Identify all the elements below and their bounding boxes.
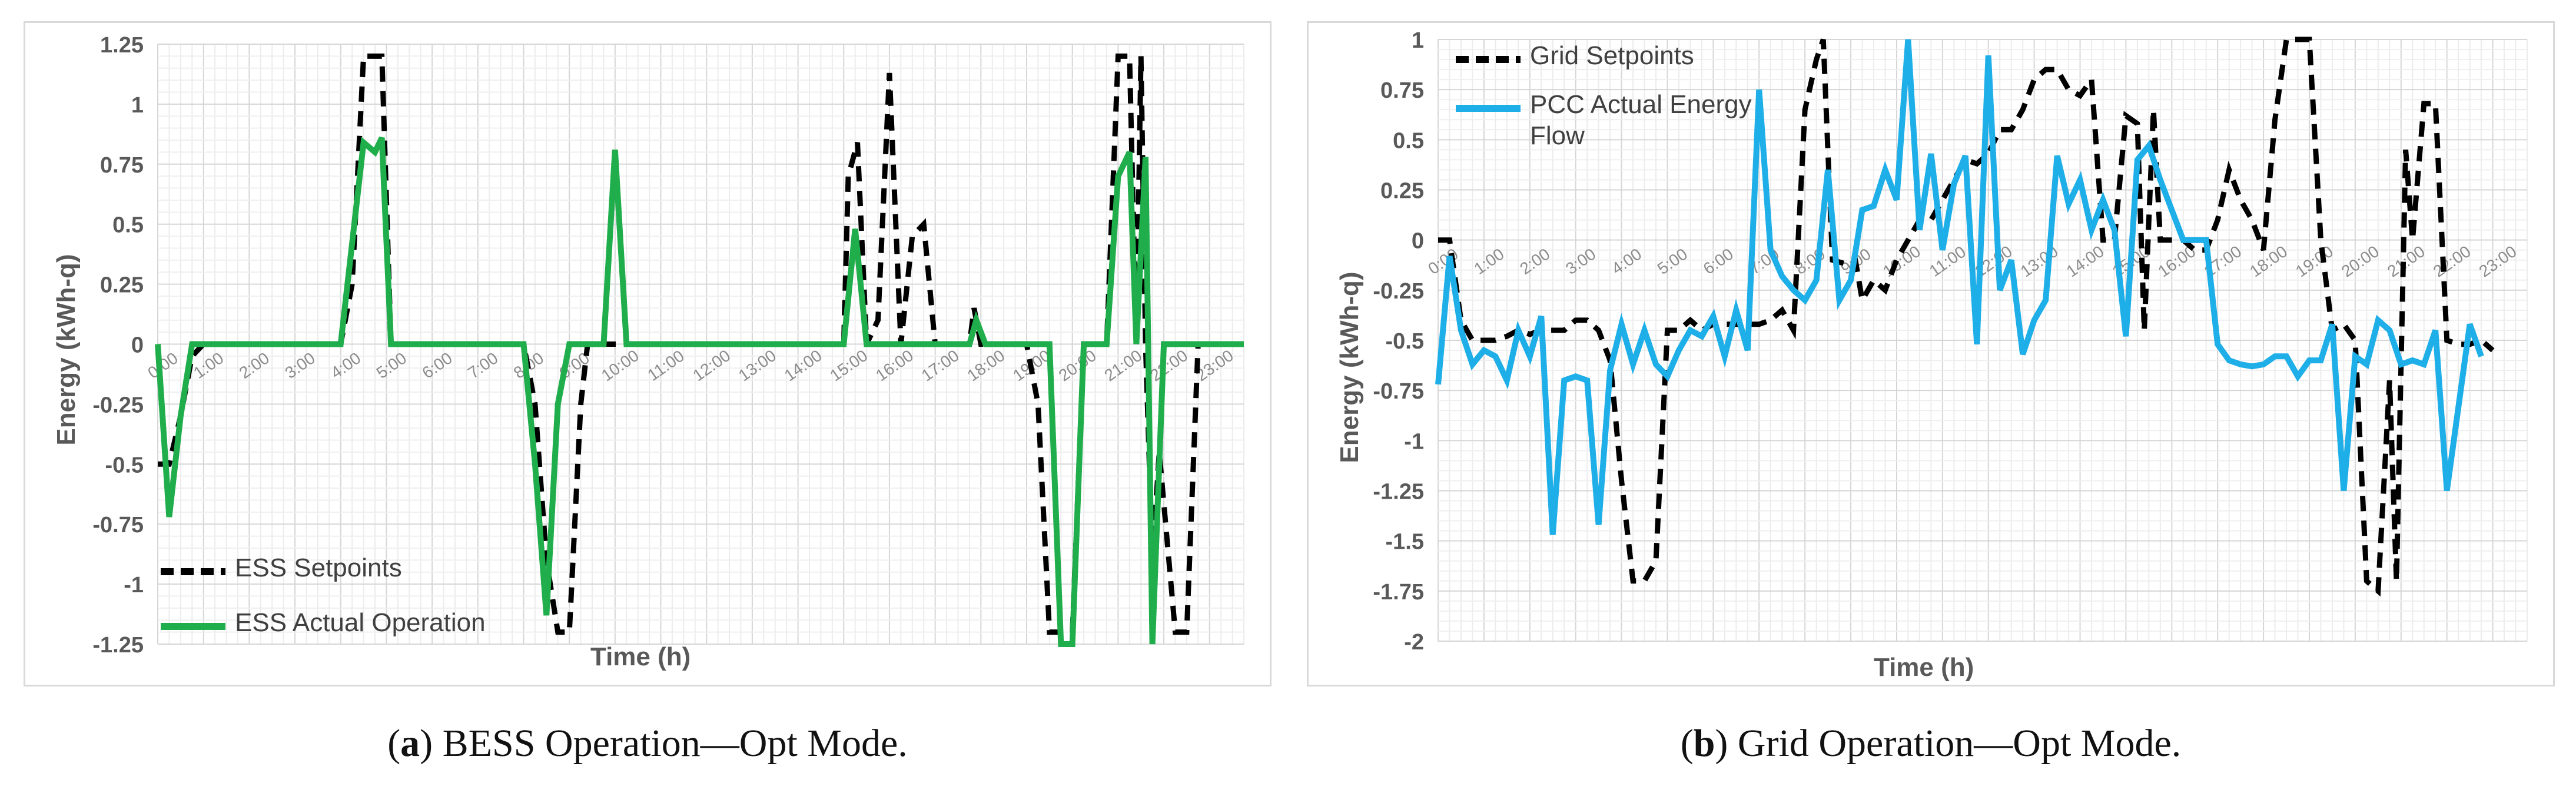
chart-a-y-axis-title: Energy (kWh-q) [52, 254, 81, 446]
x-tick-label: 19:00 [2292, 242, 2336, 281]
series-line-pcc-actual-energy-flow [1435, 39, 2484, 535]
chart-a-canvas: 1.2510.750.50.250-0.25-0.5-0.75-1-1.250:… [92, 33, 1244, 658]
series-line-ess-actual-operation [155, 136, 1244, 647]
y-tick-label: -0.5 [1386, 329, 1424, 354]
x-tick-label: 15:00 [826, 346, 871, 385]
legend-item-pcc-actual-energy-flow: PCC Actual Energy Flow [1456, 89, 1785, 152]
y-tick-label: 0.25 [100, 273, 144, 298]
legend-swatch-dashed [1456, 56, 1521, 63]
y-tick-label: 0.5 [112, 213, 144, 238]
y-tick-label: 0 [131, 333, 144, 358]
legend-label: Grid Setpoints [1530, 41, 1694, 70]
x-tick-label: 11:00 [1926, 243, 1969, 280]
chart-b-canvas: 1 0.75 0.5 0.25 0 -0.25 -0.5 -0.75 -1 -1.25 -1.5 -1… [1373, 28, 2528, 655]
x-tick-label: 7:00 [464, 349, 501, 382]
y-tick-label: 1 [1412, 28, 1424, 53]
x-tick-label: 14:00 [2063, 242, 2107, 281]
legend-item-grid-setpoints: Grid Setpoints [1456, 41, 1785, 72]
y-tick-label: 0 [1412, 229, 1424, 254]
y-tick-label: 0.25 [1380, 179, 1424, 204]
legend-label: ESS Actual Operation [235, 608, 486, 637]
y-tick-label: -1.5 [1386, 530, 1424, 555]
y-tick-label: 0.5 [1393, 128, 1424, 153]
y-tick-label: 1 [131, 93, 144, 118]
chart-b-x-axis-title: Time (h) [1874, 653, 1974, 682]
x-tick-label: 20:00 [2338, 242, 2382, 281]
x-tick-label: 21:00 [1101, 346, 1145, 385]
x-tick-label: 6:00 [419, 349, 455, 382]
y-tick-label: -2 [1404, 630, 1424, 655]
x-tick-label: 17:00 [918, 346, 962, 385]
legend-swatch-solid [1456, 104, 1521, 112]
y-tick-label: -0.5 [105, 453, 144, 477]
legend-swatch-dashed [161, 568, 225, 575]
y-tick-label: 0.75 [1380, 78, 1424, 103]
x-tick-label: 16:00 [872, 346, 917, 385]
chart-a-x-axis-title: Time (h) [590, 642, 691, 671]
caption-text: BESS Operation—Opt Mode. [442, 722, 908, 765]
chart-a-legend: ESS Setpoints ESS Actual Operation [161, 553, 486, 639]
x-tick-label: 13:00 [2017, 242, 2062, 281]
x-tick-label: 10:00 [598, 346, 642, 385]
x-tick-label: 2:00 [236, 349, 273, 382]
legend-label: ESS Setpoints [235, 553, 402, 582]
caption-a: (a) BESS Operation—Opt Mode. [387, 722, 908, 765]
y-tick-label: -1 [124, 573, 144, 598]
x-tick-label: 18:00 [2246, 242, 2290, 281]
y-tick-label: 0.75 [100, 153, 144, 178]
x-tick-label: 11:00 [644, 347, 687, 384]
y-tick-label: 1.25 [100, 33, 144, 58]
y-tick-label: -0.75 [92, 513, 144, 538]
legend-label: PCC Actual Energy Flow [1530, 89, 1752, 150]
chart-b-y-axis-title: Energy (kWh-q) [1335, 271, 1364, 463]
x-tick-label: 20:00 [1055, 346, 1100, 385]
y-tick-label: -1.25 [1373, 480, 1424, 505]
x-tick-label: 12:00 [689, 346, 733, 385]
x-tick-label: 3:00 [281, 349, 318, 382]
legend-item-ess-actual-operation: ESS Actual Operation [161, 608, 486, 639]
caption-tag: a [400, 722, 420, 765]
caption-b: (b) Grid Operation—Opt Mode. [1680, 722, 2182, 765]
legend-item-ess-setpoints: ESS Setpoints [161, 553, 486, 584]
x-tick-label: 23:00 [2476, 242, 2520, 281]
y-tick-label: -1 [1404, 429, 1424, 454]
x-tick-label: 18:00 [964, 346, 1008, 385]
legend-swatch-solid [161, 622, 225, 630]
x-tick-label: 22:00 [1147, 346, 1191, 385]
chart-panel-b: 1 0.75 0.5 0.25 0 -0.25 -0.5 -0.75 -1 -1.25 -1.5 -1… [1307, 21, 2555, 686]
x-tick-label: 13:00 [735, 346, 779, 385]
y-tick-label: -1.25 [92, 633, 144, 658]
y-tick-label: -0.25 [1373, 279, 1424, 304]
x-tick-label: 5:00 [373, 349, 410, 382]
chart-panel-a: 1.25 1 0.75 0.5 0.25 0 -0.25 -0.5 -0.75 -1 -1.25 0:… [24, 21, 1272, 686]
caption-text: Grid Operation—Opt Mode. [1737, 722, 2182, 765]
x-tick-label: 14:00 [781, 346, 825, 385]
x-tick-label: 22:00 [2430, 242, 2474, 281]
y-tick-label: -1.75 [1373, 580, 1424, 605]
caption-tag: b [1693, 722, 1715, 765]
y-tick-label: -0.25 [92, 393, 144, 417]
x-tick-label: 4:00 [327, 349, 364, 382]
y-tick-label: -0.75 [1373, 379, 1424, 404]
chart-b-legend: Grid Setpoints PCC Actual Energy Flow [1456, 41, 1785, 151]
